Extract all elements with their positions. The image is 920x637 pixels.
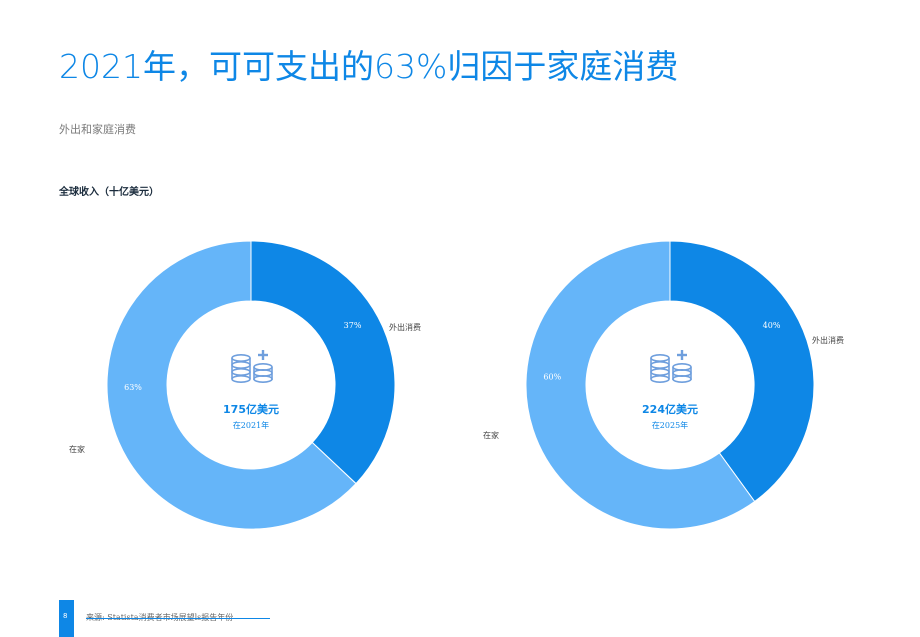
coin: [231, 354, 251, 363]
value-label-home: 60%: [543, 372, 561, 381]
source-underline: [86, 618, 270, 619]
coin: [231, 361, 251, 370]
coin: [231, 374, 251, 383]
donut-slice-away: [250, 240, 396, 485]
page-subtitle: 外出和家庭消费: [59, 123, 136, 136]
center-subtitle: 在2025年: [652, 420, 688, 430]
footer-accent-bar: [59, 600, 74, 637]
page-title: 2021年，可可支出的63%归因于家庭消费: [59, 47, 679, 86]
category-label-away: 外出消费: [389, 322, 421, 332]
source-note: 来源: Statista消费者市场展望ls报告年份: [86, 612, 233, 623]
section-title: 全球收入（十亿美元）: [59, 187, 159, 198]
center-value: 224亿美元: [642, 402, 698, 416]
center-subtitle: 在2021年: [233, 420, 269, 430]
coin: [650, 361, 670, 370]
coin: [231, 367, 251, 376]
category-label-away: 外出消费: [812, 335, 844, 345]
donut-slice-home: [525, 240, 756, 530]
center-value: 175亿美元: [223, 402, 279, 416]
coin: [650, 367, 670, 376]
coin: [650, 374, 670, 383]
coin: [650, 354, 670, 363]
coin-stack-plus-icon: [231, 350, 273, 383]
donut-slice-away: [669, 240, 815, 503]
value-label-away: 37%: [344, 321, 362, 330]
category-label-home: 在家: [483, 430, 499, 440]
donut-slice-home: [106, 240, 357, 530]
coin-stack-plus-icon: [650, 350, 692, 383]
category-label-home: 在家: [69, 444, 85, 454]
page-number: 8: [63, 612, 68, 620]
value-label-away: 40%: [763, 321, 781, 330]
value-label-home: 63%: [124, 383, 142, 392]
